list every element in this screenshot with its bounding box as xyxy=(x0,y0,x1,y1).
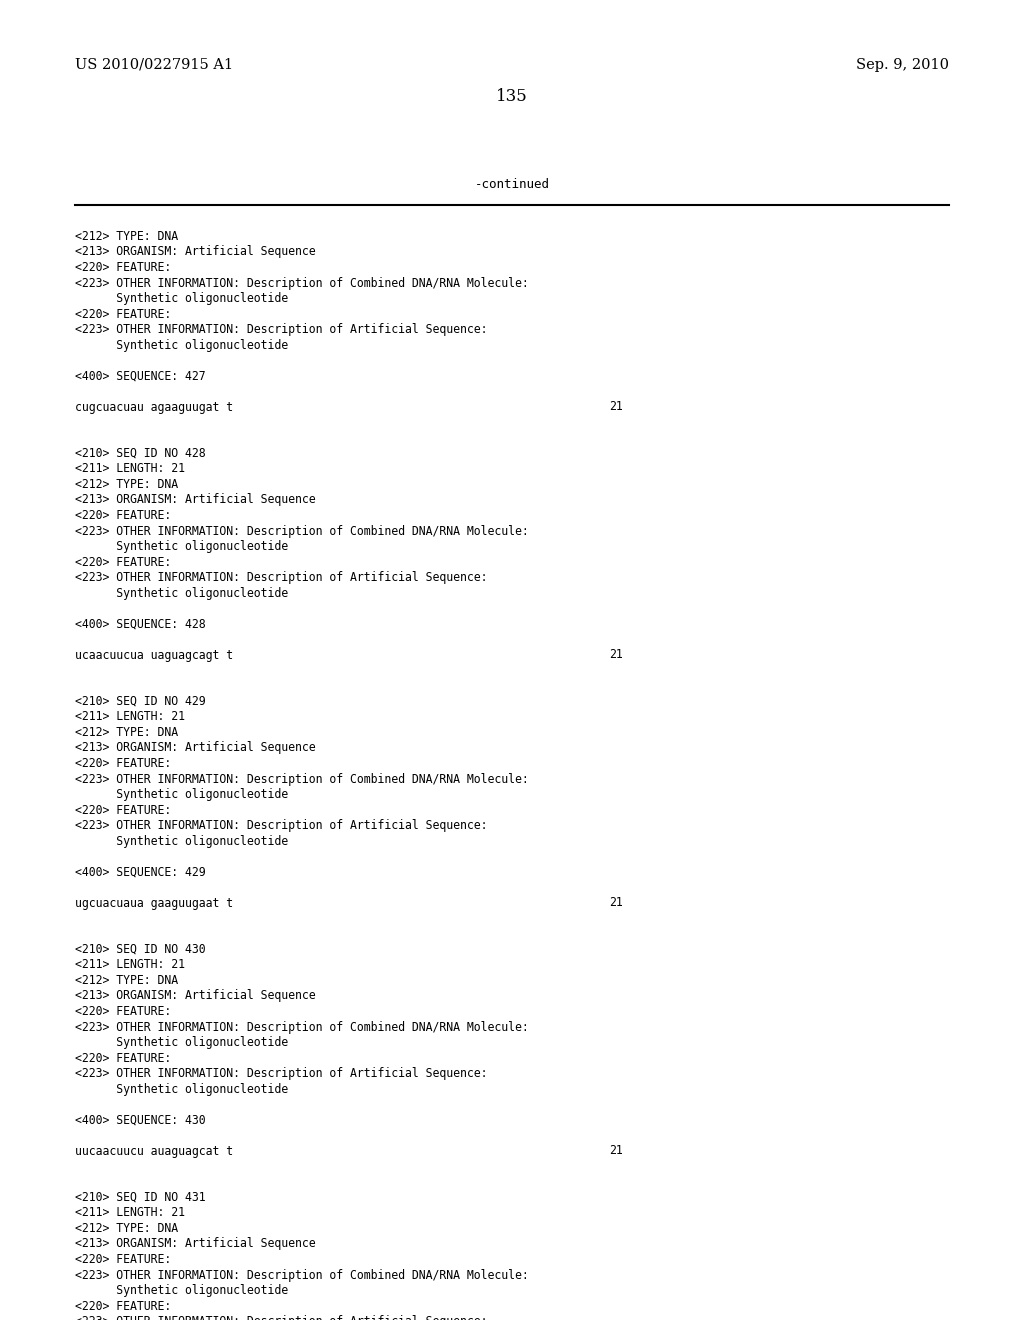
Text: <400> SEQUENCE: 430: <400> SEQUENCE: 430 xyxy=(75,1114,206,1126)
Text: Synthetic oligonucleotide: Synthetic oligonucleotide xyxy=(75,1036,288,1049)
Text: cugcuacuau agaaguugat t: cugcuacuau agaaguugat t xyxy=(75,400,232,413)
Text: Synthetic oligonucleotide: Synthetic oligonucleotide xyxy=(75,292,288,305)
Text: <213> ORGANISM: Artificial Sequence: <213> ORGANISM: Artificial Sequence xyxy=(75,494,315,507)
Text: <212> TYPE: DNA: <212> TYPE: DNA xyxy=(75,478,178,491)
Text: Synthetic oligonucleotide: Synthetic oligonucleotide xyxy=(75,788,288,801)
Text: <400> SEQUENCE: 429: <400> SEQUENCE: 429 xyxy=(75,866,206,879)
Text: <213> ORGANISM: Artificial Sequence: <213> ORGANISM: Artificial Sequence xyxy=(75,246,315,259)
Text: ucaacuucua uaguagcagt t: ucaacuucua uaguagcagt t xyxy=(75,648,232,661)
Text: <220> FEATURE:: <220> FEATURE: xyxy=(75,1299,171,1312)
Text: <211> LENGTH: 21: <211> LENGTH: 21 xyxy=(75,710,184,723)
Text: Sep. 9, 2010: Sep. 9, 2010 xyxy=(856,58,949,73)
Text: <211> LENGTH: 21: <211> LENGTH: 21 xyxy=(75,958,184,972)
Text: <212> TYPE: DNA: <212> TYPE: DNA xyxy=(75,1222,178,1236)
Text: Synthetic oligonucleotide: Synthetic oligonucleotide xyxy=(75,540,288,553)
Text: <210> SEQ ID NO 430: <210> SEQ ID NO 430 xyxy=(75,942,206,956)
Text: <223> OTHER INFORMATION: Description of Combined DNA/RNA Molecule:: <223> OTHER INFORMATION: Description of … xyxy=(75,524,528,537)
Text: ugcuacuaua gaaguugaat t: ugcuacuaua gaaguugaat t xyxy=(75,896,232,909)
Text: <223> OTHER INFORMATION: Description of Combined DNA/RNA Molecule:: <223> OTHER INFORMATION: Description of … xyxy=(75,1269,528,1282)
Text: <212> TYPE: DNA: <212> TYPE: DNA xyxy=(75,974,178,987)
Text: <223> OTHER INFORMATION: Description of Combined DNA/RNA Molecule:: <223> OTHER INFORMATION: Description of … xyxy=(75,1020,528,1034)
Text: -continued: -continued xyxy=(474,178,550,191)
Text: <220> FEATURE:: <220> FEATURE: xyxy=(75,1253,171,1266)
Text: Synthetic oligonucleotide: Synthetic oligonucleotide xyxy=(75,1082,288,1096)
Text: <220> FEATURE:: <220> FEATURE: xyxy=(75,756,171,770)
Text: <223> OTHER INFORMATION: Description of Artificial Sequence:: <223> OTHER INFORMATION: Description of … xyxy=(75,1067,487,1080)
Text: <213> ORGANISM: Artificial Sequence: <213> ORGANISM: Artificial Sequence xyxy=(75,1238,315,1250)
Text: 21: 21 xyxy=(609,1144,623,1158)
Text: <220> FEATURE:: <220> FEATURE: xyxy=(75,1005,171,1018)
Text: <211> LENGTH: 21: <211> LENGTH: 21 xyxy=(75,1206,184,1220)
Text: Synthetic oligonucleotide: Synthetic oligonucleotide xyxy=(75,338,288,351)
Text: 135: 135 xyxy=(496,88,528,106)
Text: <211> LENGTH: 21: <211> LENGTH: 21 xyxy=(75,462,184,475)
Text: US 2010/0227915 A1: US 2010/0227915 A1 xyxy=(75,58,232,73)
Text: <223> OTHER INFORMATION: Description of Artificial Sequence:: <223> OTHER INFORMATION: Description of … xyxy=(75,818,487,832)
Text: <400> SEQUENCE: 427: <400> SEQUENCE: 427 xyxy=(75,370,206,383)
Text: <212> TYPE: DNA: <212> TYPE: DNA xyxy=(75,726,178,739)
Text: <223> OTHER INFORMATION: Description of Artificial Sequence:: <223> OTHER INFORMATION: Description of … xyxy=(75,572,487,583)
Text: <213> ORGANISM: Artificial Sequence: <213> ORGANISM: Artificial Sequence xyxy=(75,742,315,755)
Text: <220> FEATURE:: <220> FEATURE: xyxy=(75,510,171,521)
Text: <223> OTHER INFORMATION: Description of Artificial Sequence:: <223> OTHER INFORMATION: Description of … xyxy=(75,1315,487,1320)
Text: <220> FEATURE:: <220> FEATURE: xyxy=(75,261,171,275)
Text: Synthetic oligonucleotide: Synthetic oligonucleotide xyxy=(75,1284,288,1298)
Text: <220> FEATURE:: <220> FEATURE: xyxy=(75,1052,171,1064)
Text: <223> OTHER INFORMATION: Description of Combined DNA/RNA Molecule:: <223> OTHER INFORMATION: Description of … xyxy=(75,772,528,785)
Text: <210> SEQ ID NO 431: <210> SEQ ID NO 431 xyxy=(75,1191,206,1204)
Text: <223> OTHER INFORMATION: Description of Combined DNA/RNA Molecule:: <223> OTHER INFORMATION: Description of … xyxy=(75,276,528,289)
Text: <220> FEATURE:: <220> FEATURE: xyxy=(75,804,171,817)
Text: <210> SEQ ID NO 429: <210> SEQ ID NO 429 xyxy=(75,696,206,708)
Text: uucaacuucu auaguagcat t: uucaacuucu auaguagcat t xyxy=(75,1144,232,1158)
Text: <212> TYPE: DNA: <212> TYPE: DNA xyxy=(75,230,178,243)
Text: <220> FEATURE:: <220> FEATURE: xyxy=(75,308,171,321)
Text: <210> SEQ ID NO 428: <210> SEQ ID NO 428 xyxy=(75,447,206,459)
Text: 21: 21 xyxy=(609,896,623,909)
Text: 21: 21 xyxy=(609,648,623,661)
Text: Synthetic oligonucleotide: Synthetic oligonucleotide xyxy=(75,834,288,847)
Text: <400> SEQUENCE: 428: <400> SEQUENCE: 428 xyxy=(75,618,206,631)
Text: Synthetic oligonucleotide: Synthetic oligonucleotide xyxy=(75,586,288,599)
Text: <220> FEATURE:: <220> FEATURE: xyxy=(75,556,171,569)
Text: <223> OTHER INFORMATION: Description of Artificial Sequence:: <223> OTHER INFORMATION: Description of … xyxy=(75,323,487,337)
Text: 21: 21 xyxy=(609,400,623,413)
Text: <213> ORGANISM: Artificial Sequence: <213> ORGANISM: Artificial Sequence xyxy=(75,990,315,1002)
